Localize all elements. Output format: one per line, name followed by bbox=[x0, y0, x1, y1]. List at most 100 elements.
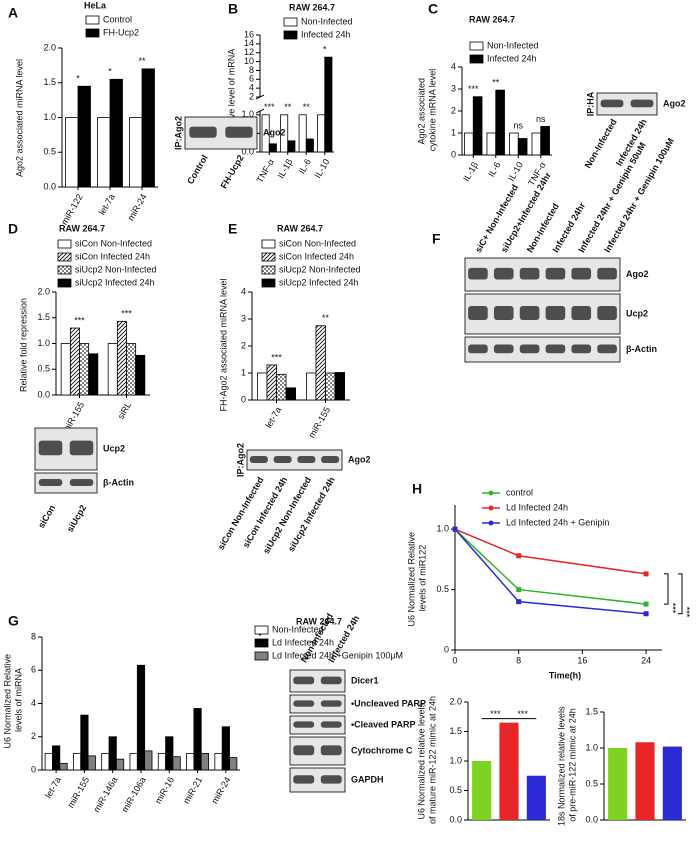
x-tick-label: miR-146a bbox=[91, 775, 119, 814]
legend-swatch bbox=[261, 265, 276, 275]
bar bbox=[531, 132, 542, 156]
y-tick-label: 4 bbox=[249, 83, 254, 93]
bar bbox=[52, 745, 61, 771]
legend-label: Infected 24h bbox=[487, 53, 537, 63]
bar bbox=[662, 746, 682, 820]
bar bbox=[315, 325, 326, 401]
significance: *** bbox=[682, 607, 692, 618]
blot-row-label: β-Actin bbox=[626, 344, 657, 354]
panel-letter: A bbox=[8, 5, 18, 21]
significance: *** bbox=[490, 709, 501, 719]
blot-band bbox=[320, 676, 342, 685]
blot-band bbox=[69, 440, 94, 456]
blot-band bbox=[189, 126, 217, 138]
bar bbox=[509, 132, 519, 156]
blot-band bbox=[630, 99, 654, 108]
blot-band bbox=[493, 344, 514, 354]
blot-band bbox=[545, 267, 566, 280]
bar bbox=[635, 742, 655, 820]
bar bbox=[109, 78, 123, 188]
bar bbox=[129, 117, 143, 188]
legend-label: control bbox=[506, 487, 533, 497]
significance: ** bbox=[303, 102, 311, 112]
x-tick-label: IL-6 bbox=[297, 157, 313, 175]
y-axis-label: 18s Normalized relative levels of pre-mi… bbox=[557, 704, 578, 826]
y-tick-label: 1.0 bbox=[436, 524, 449, 534]
bar bbox=[59, 762, 68, 771]
y-tick-label: 1.0 bbox=[43, 112, 56, 122]
y-tick-label: 1.0 bbox=[37, 338, 50, 348]
significance: ** bbox=[284, 102, 292, 112]
legend-label: siCon Infected 24h bbox=[75, 251, 150, 261]
legend-swatch bbox=[85, 28, 100, 38]
blot-row-label: β-Actin bbox=[103, 477, 134, 487]
x-tick-label: 0 bbox=[452, 655, 457, 665]
y-tick-label: 2 bbox=[241, 340, 246, 350]
bar bbox=[221, 726, 230, 771]
y-tick-label: 0.0 bbox=[37, 389, 50, 399]
x-tick-label: let-7a bbox=[97, 192, 117, 216]
blot-band bbox=[293, 745, 315, 756]
panel-letter: H bbox=[412, 481, 422, 497]
bar bbox=[229, 757, 238, 771]
legend-label: siUcp2 Infected 24h bbox=[75, 277, 155, 287]
y-axis-label: U6 Normalized Relative levels of miR122 bbox=[407, 529, 428, 626]
x-tick-label: miR-24 bbox=[126, 192, 149, 222]
bar bbox=[305, 372, 317, 401]
bar bbox=[499, 722, 519, 820]
legend-swatch bbox=[85, 15, 100, 25]
panel-letter: G bbox=[8, 613, 19, 629]
blot-band bbox=[493, 267, 514, 280]
blot-band bbox=[571, 306, 592, 320]
x-tick-label: IL-1β bbox=[461, 160, 480, 183]
series-line bbox=[454, 528, 647, 575]
x-tick-label: TNF-α bbox=[255, 157, 277, 184]
blot-band bbox=[293, 721, 315, 728]
sig-bracket bbox=[664, 573, 683, 615]
legend-swatch bbox=[57, 278, 72, 288]
blot-title: RAW 264.7 bbox=[296, 616, 342, 626]
significance: ns bbox=[536, 114, 546, 124]
chart-title: RAW 264.7 bbox=[277, 223, 323, 233]
x-tick-label: IL-10 bbox=[506, 160, 525, 183]
legend-label: FH-Ucp2 bbox=[103, 27, 139, 37]
legend-label: Non-Infected bbox=[301, 16, 353, 26]
bar bbox=[317, 114, 326, 153]
y-tick-label: 1.0 bbox=[585, 742, 598, 752]
blot-row-label: Ago2 bbox=[663, 98, 686, 108]
y-tick-label: 1.5 bbox=[43, 77, 56, 87]
blot-row-label: GAPDH bbox=[351, 774, 384, 784]
blot-band bbox=[519, 306, 540, 320]
significance: *** bbox=[271, 352, 282, 362]
y-axis-label: Relative level of mRNA bbox=[226, 49, 236, 142]
blot-band bbox=[293, 775, 315, 784]
blot-ip-label: IP:HA bbox=[585, 91, 595, 116]
blot-strip bbox=[34, 472, 98, 494]
bar bbox=[285, 387, 297, 401]
significance: *** bbox=[468, 84, 479, 94]
legend-swatch bbox=[261, 278, 276, 288]
y-tick-label: 0.5 bbox=[37, 364, 50, 374]
bar bbox=[165, 736, 174, 771]
point bbox=[516, 587, 522, 593]
y-tick-label: 0 bbox=[241, 394, 246, 404]
significance: *** bbox=[668, 603, 678, 614]
bar bbox=[186, 752, 195, 771]
legend-swatch bbox=[57, 239, 72, 249]
y-tick-label: 0.0 bbox=[585, 814, 598, 824]
significance: *** bbox=[264, 102, 275, 112]
x-tick-label: miR-16 bbox=[153, 775, 176, 805]
significance: *** bbox=[121, 309, 132, 319]
lane-label: siUcp2 bbox=[65, 503, 88, 534]
blot-band bbox=[297, 456, 316, 463]
significance: * bbox=[323, 45, 327, 55]
bar bbox=[135, 354, 146, 396]
bar bbox=[108, 736, 117, 771]
blot-ip-label: IP:Ago2 bbox=[173, 116, 183, 150]
blot-band bbox=[597, 306, 617, 320]
point bbox=[643, 611, 649, 617]
significance: *** bbox=[517, 709, 528, 719]
blot-strip bbox=[596, 92, 658, 116]
legend-label: Ld Infected 24h bbox=[272, 637, 334, 647]
y-tick-label: 1.5 bbox=[585, 706, 598, 716]
